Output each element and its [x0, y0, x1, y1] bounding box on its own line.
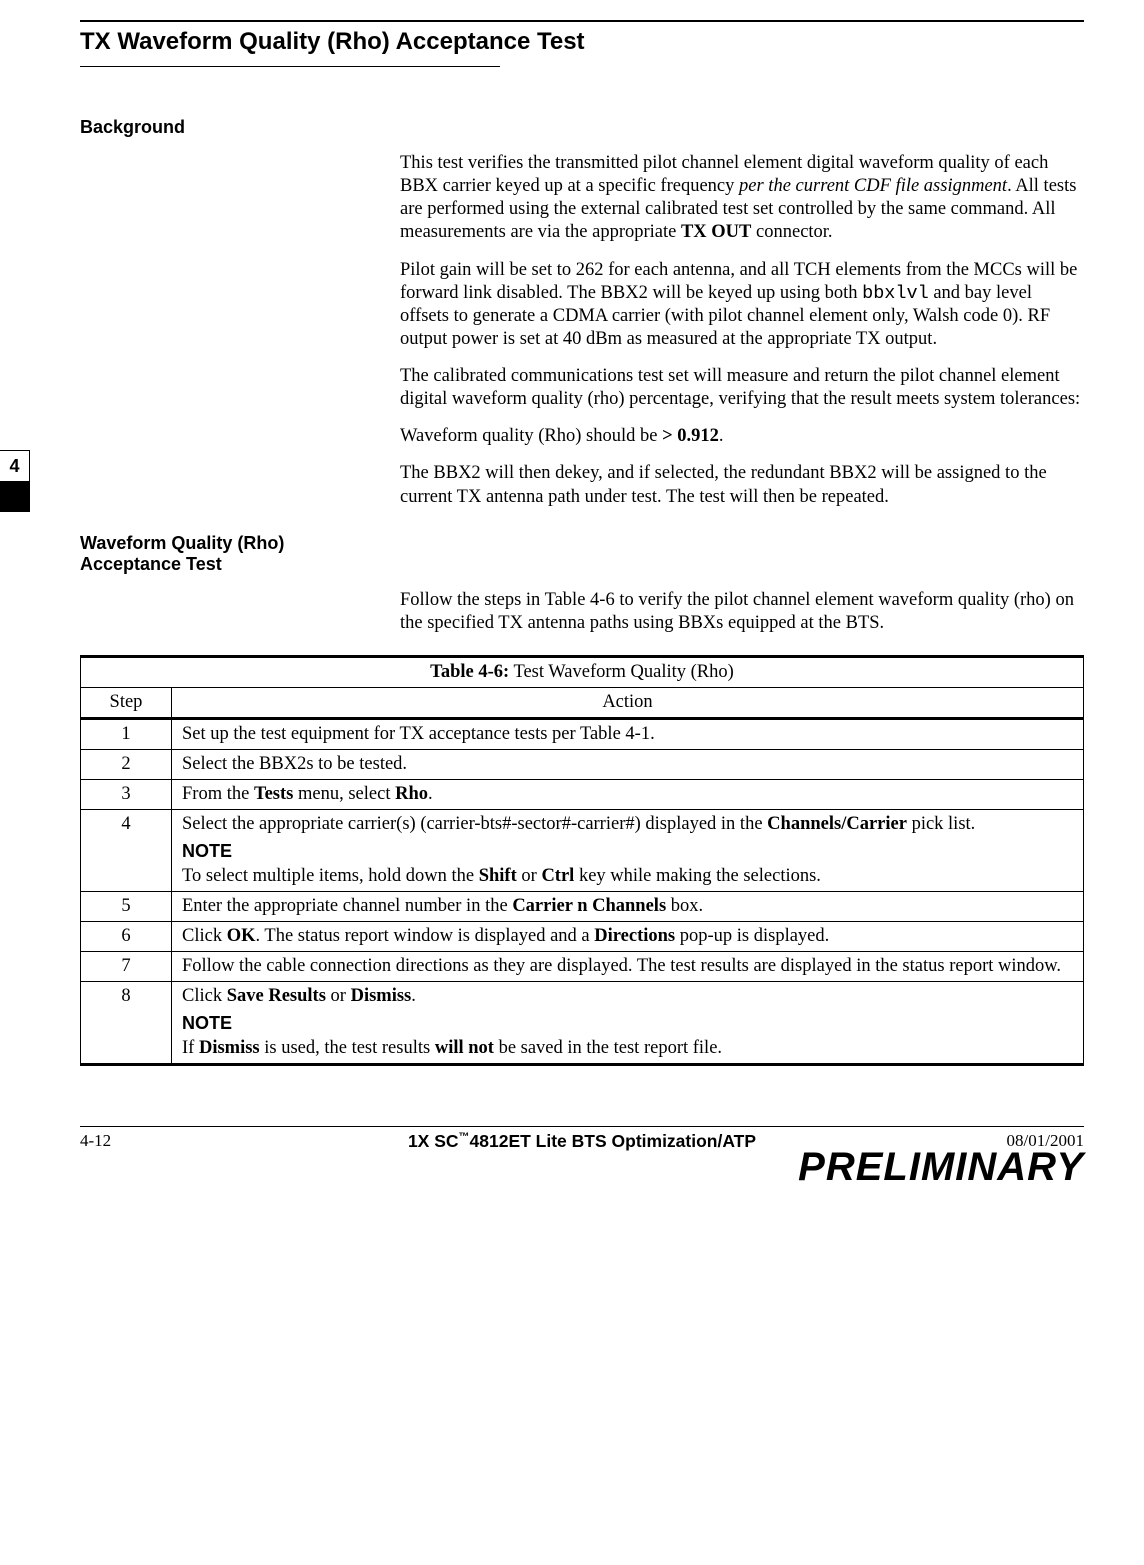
step-cell: 4	[81, 809, 172, 891]
text: From the	[182, 784, 254, 804]
text: or	[517, 866, 542, 886]
text-bold: Directions	[594, 926, 675, 946]
text-bold: Save Results	[227, 986, 326, 1006]
background-p2: Pilot gain will be set to 262 for each a…	[400, 259, 1084, 352]
action-cell: Select the appropriate carrier(s) (carri…	[172, 809, 1084, 891]
action-cell: Set up the test equipment for TX accepta…	[172, 718, 1084, 749]
text: pick list.	[907, 814, 975, 834]
preliminary-watermark: PRELIMINARY	[798, 1145, 1084, 1190]
footer-page: 4-12	[80, 1131, 111, 1151]
col-step: Step	[81, 687, 172, 718]
text: or	[326, 986, 351, 1006]
action-cell: Click Save Results or Dismiss. NOTE If D…	[172, 981, 1084, 1064]
text: Waveform quality (Rho) should be	[400, 426, 662, 446]
text-bold: OK	[227, 926, 256, 946]
text: connector.	[751, 222, 832, 242]
text-mono: bbxlvl	[862, 283, 929, 304]
step-cell: 2	[81, 749, 172, 779]
text: is used, the test results	[260, 1038, 435, 1058]
chapter-tab-number: 4	[0, 450, 30, 482]
text-bold: Tests	[254, 784, 293, 804]
action-cell: From the Tests menu, select Rho.	[172, 779, 1084, 809]
text: . The status report window is displayed …	[256, 926, 595, 946]
text-bold: Dismiss	[199, 1038, 260, 1058]
text-bold: Rho	[395, 784, 428, 804]
text: .	[719, 426, 724, 446]
wq-intro: Follow the steps in Table 4-6 to verify …	[400, 589, 1084, 635]
table-row: 2 Select the BBX2s to be tested.	[81, 749, 1084, 779]
table-title: Table 4-6: Test Waveform Quality (Rho)	[81, 656, 1084, 687]
text-bold: Ctrl	[541, 866, 574, 886]
text: 4812ET Lite BTS Optimization/ATP	[470, 1131, 757, 1151]
table-row: 3 From the Tests menu, select Rho.	[81, 779, 1084, 809]
text: To select multiple items, hold down the	[182, 866, 479, 886]
step-cell: 8	[81, 981, 172, 1064]
background-p5: The BBX2 will then dekey, and if selecte…	[400, 462, 1084, 508]
note-label: NOTE	[182, 841, 1073, 862]
page-title: TX Waveform Quality (Rho) Acceptance Tes…	[0, 22, 1084, 66]
text: Enter the appropriate channel number in …	[182, 896, 512, 916]
table-row: 8 Click Save Results or Dismiss. NOTE If…	[81, 981, 1084, 1064]
table-row: 7 Follow the cable connection directions…	[81, 951, 1084, 981]
text-bold: TX OUT	[681, 222, 751, 242]
action-cell: Enter the appropriate channel number in …	[172, 891, 1084, 921]
text-bold: Channels/Carrier	[767, 814, 907, 834]
action-cell: Click OK. The status report window is di…	[172, 921, 1084, 951]
section-heading-wq: Waveform Quality (Rho) Acceptance Test	[0, 523, 360, 575]
procedure-table: Table 4-6: Test Waveform Quality (Rho) S…	[80, 655, 1084, 1066]
note-label: NOTE	[182, 1013, 1073, 1034]
text: be saved in the test report file.	[494, 1038, 722, 1058]
table-row: 5 Enter the appropriate channel number i…	[81, 891, 1084, 921]
step-cell: 1	[81, 718, 172, 749]
chapter-tab: 4	[0, 450, 30, 512]
step-cell: 5	[81, 891, 172, 921]
footer: 4-12 1X SC™4812ET Lite BTS Optimization/…	[80, 1126, 1084, 1201]
step-cell: 3	[81, 779, 172, 809]
footer-center: 1X SC™4812ET Lite BTS Optimization/ATP	[408, 1131, 756, 1152]
text: box.	[666, 896, 703, 916]
text: .	[428, 784, 433, 804]
wq-body: Follow the steps in Table 4-6 to verify …	[400, 575, 1084, 635]
table-title-prefix: Table 4-6:	[430, 662, 509, 682]
text-bold: will not	[435, 1038, 494, 1058]
table-title-rest: Test Waveform Quality (Rho)	[509, 662, 734, 682]
trademark: ™	[459, 1131, 470, 1143]
background-p3: The calibrated communications test set w…	[400, 365, 1084, 411]
step-cell: 6	[81, 921, 172, 951]
background-p4: Waveform quality (Rho) should be > 0.912…	[400, 425, 1084, 448]
text: Select the appropriate carrier(s) (carri…	[182, 814, 767, 834]
text-bold: Shift	[479, 866, 517, 886]
text: Click	[182, 926, 227, 946]
table-row: 4 Select the appropriate carrier(s) (car…	[81, 809, 1084, 891]
background-p1: This test verifies the transmitted pilot…	[400, 152, 1084, 245]
section-heading-background: Background	[0, 67, 360, 138]
text: pop-up is displayed.	[675, 926, 829, 946]
action-cell: Select the BBX2s to be tested.	[172, 749, 1084, 779]
text: If	[182, 1038, 199, 1058]
background-body: This test verifies the transmitted pilot…	[400, 138, 1084, 509]
text: key while making the selections.	[574, 866, 821, 886]
col-action: Action	[172, 687, 1084, 718]
action-cell: Follow the cable connection directions a…	[172, 951, 1084, 981]
text-bold: Carrier n Channels	[512, 896, 666, 916]
text-italic: per the current CDF file assignment	[739, 176, 1007, 196]
text: .	[411, 986, 416, 1006]
table-row: 1 Set up the test equipment for TX accep…	[81, 718, 1084, 749]
text: Click	[182, 986, 227, 1006]
chapter-tab-solid	[0, 482, 30, 512]
text-bold: Dismiss	[351, 986, 412, 1006]
text: menu, select	[293, 784, 395, 804]
text: 1X SC	[408, 1131, 459, 1151]
table-row: 6 Click OK. The status report window is …	[81, 921, 1084, 951]
text-bold: > 0.912	[662, 426, 719, 446]
step-cell: 7	[81, 951, 172, 981]
